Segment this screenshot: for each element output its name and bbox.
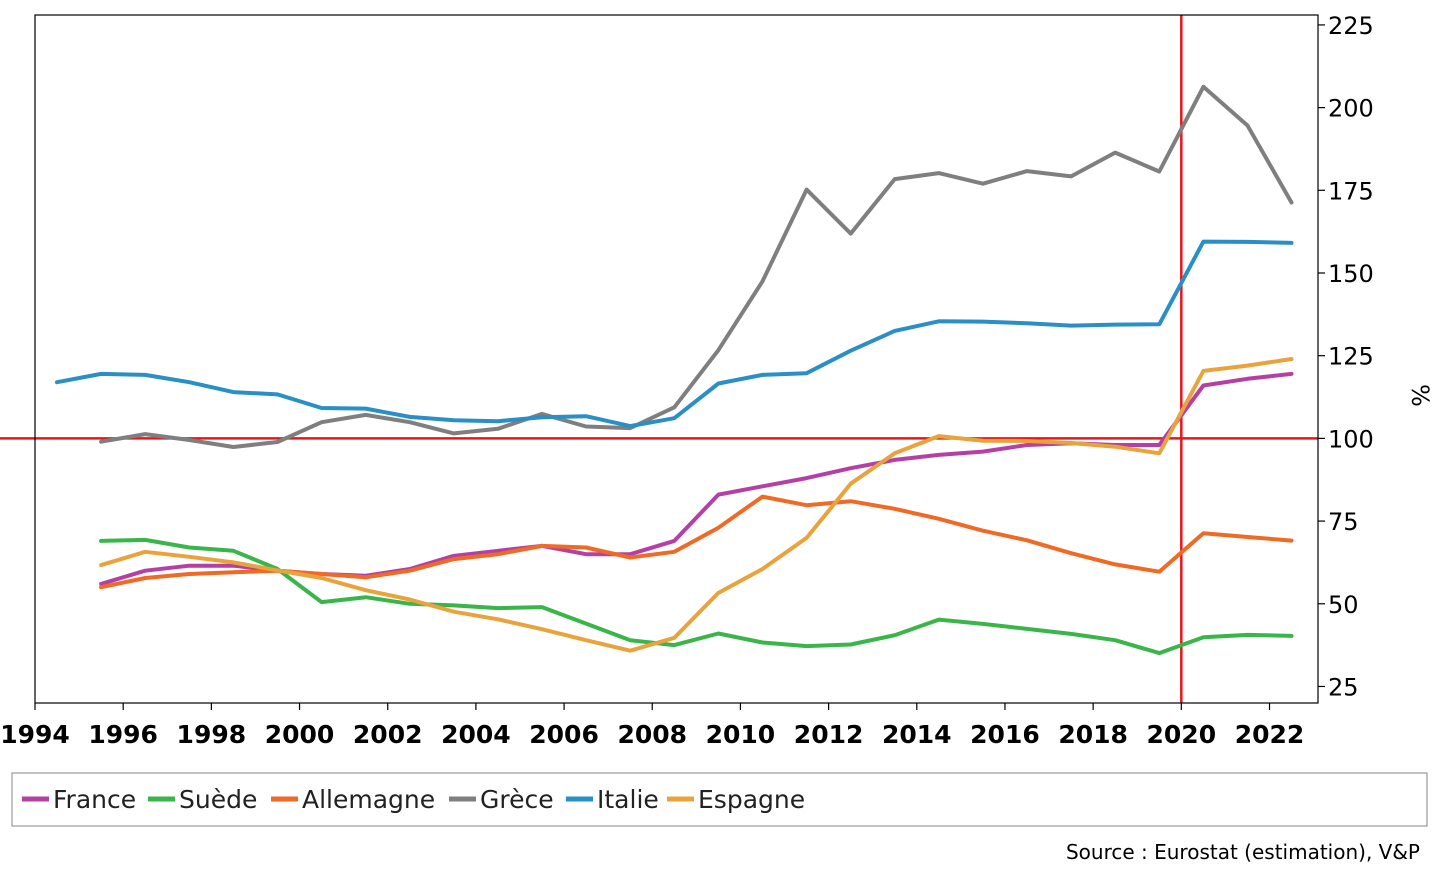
x-axis: 1994 1996 1998 2000 2002 2004 2006 2008 2010 2012… [0,703,1304,749]
y-tick-label: 225 [1328,12,1374,40]
x-tick-label: 2014 [882,720,952,749]
x-tick-label: 2012 [794,720,864,749]
x-tick-label: 1994 [0,720,70,749]
y-axis-label: % [1406,384,1434,407]
series-line-suède [99,537,1294,656]
y-tick-label: 25 [1328,673,1359,701]
x-tick-label: 2016 [970,720,1040,749]
y-tick-label: 125 [1328,343,1374,371]
legend-label-espagne: Espagne [698,785,805,814]
x-tick-label: 2004 [441,720,511,749]
y-tick-label: 75 [1328,508,1359,536]
legend-label-france: France [53,785,136,814]
x-tick-label: 1996 [88,720,158,749]
legend-label-italie: Italie [597,785,659,814]
x-tick-label: 2006 [529,720,599,749]
x-tick-label: 2008 [617,720,687,749]
legend-box [11,772,1428,827]
legend-label-grèce: Grèce [480,785,554,814]
plot-area [35,15,1318,703]
x-tick-label: 2020 [1147,720,1217,749]
y-tick-label: 150 [1328,260,1374,288]
series-line-espagne [99,357,1294,653]
y-tick-label: 50 [1328,591,1359,619]
legend-label-suède: Suède [179,785,257,814]
series-line-grèce [99,84,1294,449]
y-tick-label: 175 [1328,177,1374,205]
x-tick-label: 1998 [177,720,247,749]
plot-frame [34,14,1319,704]
y-tick-label: 200 [1328,95,1374,123]
legend: France Suède Allemagne Grèce Italie Espagne [11,772,1428,827]
series-layer [55,84,1294,656]
series-line-italie [55,239,1294,429]
x-tick-label: 2010 [706,720,776,749]
x-tick-label: 2022 [1235,720,1305,749]
legend-label-allemagne: Allemagne [302,785,435,814]
y-tick-label: 100 [1328,425,1374,453]
source-note: Source : Eurostat (estimation), V&P [1065,840,1420,864]
y-axis: 25 50 75 100 125 150 175 200 225 [1318,12,1374,701]
x-tick-label: 2002 [353,720,423,749]
x-tick-label: 2000 [265,720,335,749]
x-tick-label: 2018 [1058,720,1128,749]
